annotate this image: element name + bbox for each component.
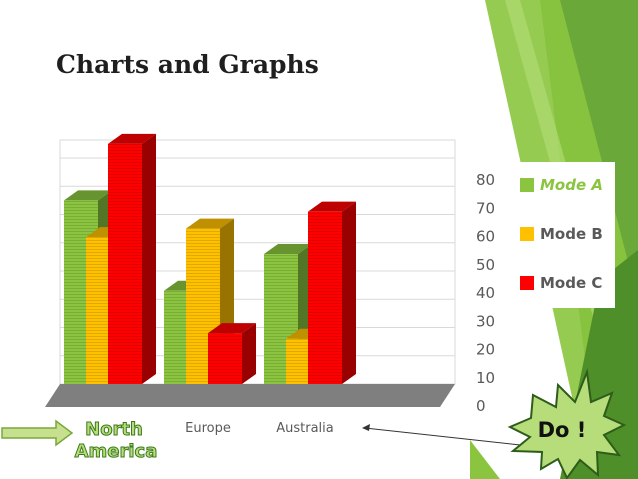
legend-swatch bbox=[520, 276, 534, 290]
bars bbox=[64, 133, 356, 384]
y-tick-label: 70 bbox=[476, 199, 495, 217]
bar-side bbox=[342, 201, 356, 384]
bar-side bbox=[142, 133, 156, 384]
bar-top bbox=[208, 323, 256, 334]
green-arrow bbox=[1, 419, 74, 447]
bar-mode-a bbox=[264, 244, 312, 384]
bar-texture bbox=[208, 333, 242, 384]
legend-label: Mode A bbox=[540, 176, 603, 194]
bar-side bbox=[242, 323, 256, 384]
bar-top bbox=[308, 201, 356, 212]
bar-top bbox=[186, 218, 234, 229]
y-tick-label: 30 bbox=[476, 312, 495, 330]
burst-label: Do ! bbox=[538, 418, 587, 442]
pointer-arrowhead bbox=[362, 424, 370, 431]
bar-top bbox=[264, 244, 312, 255]
legend-swatch bbox=[520, 227, 534, 241]
y-tick-label: 60 bbox=[476, 228, 495, 246]
x-tick-label: America bbox=[75, 441, 158, 462]
bar-mode-c bbox=[208, 323, 256, 384]
legend-swatch bbox=[520, 178, 534, 192]
bar-texture bbox=[108, 143, 142, 384]
y-axis: 0 10 20 30 40 50 60 70 80 bbox=[476, 171, 495, 415]
bar-mode-c bbox=[308, 201, 356, 384]
legend: Mode A Mode B Mode C bbox=[507, 162, 615, 308]
do-starburst[interactable]: Do ! bbox=[507, 368, 627, 479]
chart-floor bbox=[45, 384, 455, 407]
y-tick-label: 10 bbox=[476, 369, 495, 387]
bar-mode-c bbox=[108, 133, 156, 384]
x-tick-label: North bbox=[85, 419, 143, 440]
y-tick-label: 50 bbox=[476, 256, 495, 274]
x-tick-label: Europe bbox=[185, 421, 231, 436]
x-tick-label: Australia bbox=[276, 421, 334, 436]
bar-top bbox=[108, 133, 156, 144]
y-tick-label: 0 bbox=[476, 397, 486, 415]
legend-label: Mode B bbox=[540, 225, 603, 243]
legend-label: Mode C bbox=[540, 274, 602, 292]
bar-top bbox=[64, 190, 112, 201]
slide-title: Charts and Graphs bbox=[56, 50, 319, 79]
pointer-line bbox=[364, 427, 521, 446]
y-tick-label: 40 bbox=[476, 284, 495, 302]
y-tick-label: 20 bbox=[476, 341, 495, 359]
y-tick-label: 80 bbox=[476, 171, 495, 189]
bar-texture bbox=[308, 211, 342, 384]
